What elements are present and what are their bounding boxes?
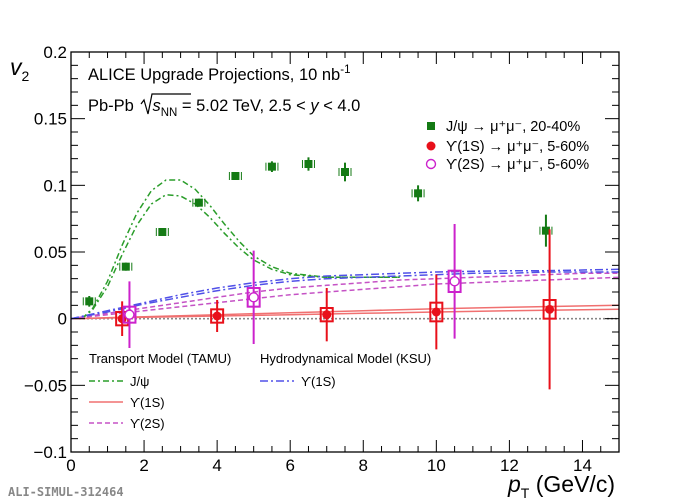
plot-area: 0 2 4 6 8 10 12 14 −0.1 −0.05 0 0.05 0.1 0.15 0.2	[24, 43, 620, 475]
annotation-system: Pb-Pb sNN = 5.02 TeV, 2.5 < y < 4.0	[88, 93, 360, 119]
marker-open-circle	[124, 309, 135, 320]
data-point-s0-0	[82, 296, 96, 307]
data-point-s2-1	[246, 250, 261, 344]
marker-square	[304, 160, 313, 168]
y-axis-title: v2	[10, 54, 30, 84]
data-point-s2-2	[447, 224, 462, 339]
systematic-box	[447, 269, 462, 293]
annotation-system-text: Pb-Pb sNN = 5.02 TeV, 2.5 < y < 4.0	[88, 97, 360, 119]
x-tick-label-6: 12	[500, 456, 519, 475]
x-tick-label-7: 14	[573, 456, 592, 475]
marker-square	[414, 189, 423, 198]
marker-square	[158, 228, 167, 236]
model-label-upsilon1s-tamu: ϒ(1S)	[130, 395, 165, 410]
model-legend: Transport Model (TAMU) Hydrodynamical Mo…	[89, 351, 431, 431]
systematic-box	[122, 305, 137, 324]
x-tick-label-2: 4	[212, 456, 221, 475]
y-tick-label-2: 0	[58, 310, 67, 329]
marker-open-circle	[248, 292, 259, 303]
legend-marker-upsilon2s	[425, 158, 437, 170]
marker-circle	[322, 310, 332, 320]
model-group-hydro: Hydrodynamical Model (KSU)	[260, 351, 431, 366]
data-point-s1-2	[319, 288, 334, 342]
legend-label-upsilon1s: ϒ(1S) → μ⁺μ⁻, 5-60%	[446, 139, 589, 155]
data-point-s0-6	[301, 157, 315, 171]
y-tick-label-1: −0.05	[24, 376, 67, 395]
systematic-box	[210, 308, 225, 324]
x-axis-title: pT (GeV/c)	[507, 471, 615, 501]
marker-circle	[545, 304, 555, 314]
legend-marker-upsilon1s	[426, 141, 436, 151]
model-curve-5	[70, 276, 620, 320]
model-curve-0	[81, 179, 400, 320]
y-tick-label-0: −0.1	[33, 443, 67, 462]
data-point-s1-4	[542, 229, 557, 390]
marker-square	[267, 162, 276, 171]
model-label-upsilon1s-ksu: ϒ(1S)	[301, 374, 336, 389]
x-tick-label-0: 0	[66, 456, 75, 475]
systematic-box	[542, 299, 557, 320]
data-point-s0-7	[338, 162, 352, 182]
data-point-s0-3	[192, 198, 206, 207]
model-curve-1	[81, 193, 400, 320]
data-point-s0-4	[228, 172, 242, 180]
x-tick-label-3: 6	[285, 456, 294, 475]
legend-label-upsilon2s: ϒ(2S) → μ⁺μ⁻, 5-60%	[446, 157, 589, 173]
marker-square	[85, 297, 94, 306]
data-point-s1-3	[429, 274, 444, 350]
systematic-box	[429, 301, 444, 323]
annotation-collaboration: ALICE Upgrade Projections, 10 nb-1	[88, 64, 350, 84]
systematic-box	[319, 307, 334, 323]
marker-square	[341, 168, 349, 176]
model-curve-7	[70, 271, 619, 320]
marker-square	[541, 226, 550, 235]
data-point-s0-8	[411, 185, 425, 202]
marker-circle	[431, 307, 441, 317]
data-point-s1-1	[210, 300, 225, 332]
marker-square	[194, 198, 203, 207]
model-label-upsilon2s-tamu: ϒ(2S)	[130, 416, 165, 431]
marker-square	[121, 262, 130, 271]
data-point-s0-9	[539, 214, 553, 247]
figure-id-footer: ALI-SIMUL-312464	[8, 485, 124, 499]
data-point-s0-1	[119, 262, 133, 271]
x-tick-label-1: 2	[139, 456, 148, 475]
data-point-s0-5	[265, 161, 279, 172]
model-curve-4	[70, 272, 619, 320]
marker-circle	[212, 311, 222, 321]
legend-marker-jpsi	[427, 122, 435, 130]
data-point-s0-2	[155, 228, 169, 236]
legend-label-jpsi: J/ψ → μ⁺μ⁻, 20-40%	[446, 119, 580, 135]
marker-open-circle	[449, 276, 460, 287]
y-tick-label-3: 0.05	[34, 243, 67, 262]
model-curve-6	[70, 268, 620, 320]
systematic-box	[246, 287, 261, 308]
y-tick-label-6: 0.2	[43, 43, 67, 62]
data-point-s2-0	[122, 281, 137, 348]
model-label-jpsi: J/ψ	[130, 374, 149, 389]
sqrt-sign-icon	[140, 93, 191, 115]
y-tick-label-4: 0.1	[43, 176, 67, 195]
x-tick-label-5: 10	[427, 456, 446, 475]
x-tick-label-4: 8	[359, 456, 368, 475]
marker-square	[231, 172, 240, 180]
model-group-transport: Transport Model (TAMU)	[89, 351, 231, 366]
data-legend: J/ψ → μ⁺μ⁻, 20-40% ϒ(1S) → μ⁺μ⁻, 5-60% ϒ…	[425, 119, 589, 173]
y-tick-label-5: 0.15	[34, 110, 67, 129]
